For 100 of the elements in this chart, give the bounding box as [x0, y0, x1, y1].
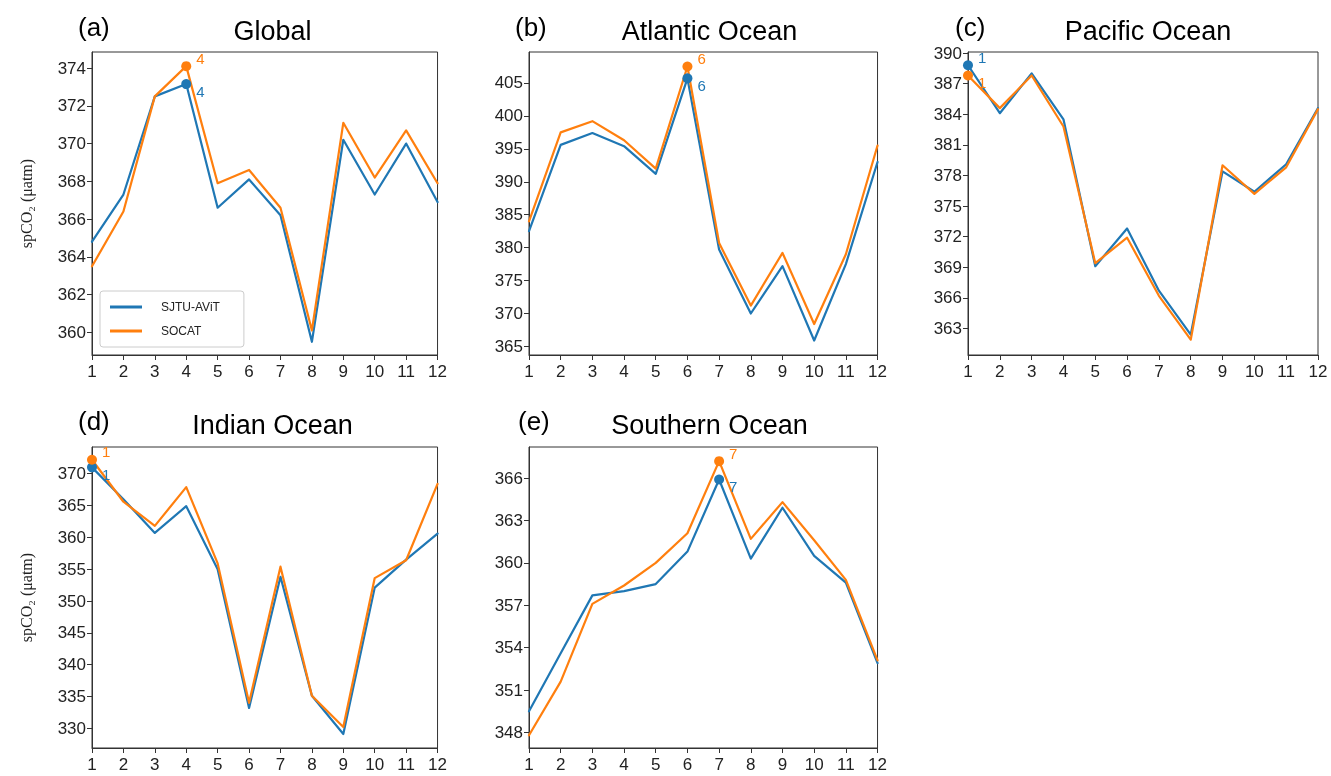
text: (b) — [515, 12, 547, 42]
x-tick-label: 2 — [118, 755, 129, 774]
x-tick-label: 3 — [587, 362, 598, 381]
x-tick-label: 10 — [804, 755, 824, 774]
y-tick-label: 363 — [494, 510, 523, 530]
x-tick-label: 9 — [338, 755, 349, 774]
y-tick-label: 384 — [933, 104, 962, 124]
chart-title: Indian Ocean — [192, 409, 353, 440]
y-tick-label: 360 — [57, 322, 86, 342]
x-tick-label: 1 — [87, 755, 97, 774]
y-tick-label: 370 — [57, 134, 86, 154]
x-tick-label: 3 — [150, 755, 160, 774]
x-tick-label: 6 — [682, 755, 693, 774]
y-tick-label: 335 — [57, 686, 86, 706]
y-tick-label: 364 — [57, 247, 86, 267]
x-tick-label: 9 — [777, 755, 788, 774]
annotation: 6 — [697, 49, 706, 67]
x-tick-label: 2 — [555, 362, 566, 381]
x-tick-label: 1 — [87, 362, 97, 381]
y-tick-label: 387 — [933, 74, 962, 94]
y-tick-label: 369 — [933, 257, 962, 277]
x-tick-label: 5 — [1090, 362, 1101, 381]
y-tick-label: 372 — [57, 96, 86, 116]
x-tick-label: 4 — [1058, 362, 1069, 381]
x-tick-label: 12 — [428, 362, 448, 381]
y-tick-label: 390 — [933, 43, 962, 63]
x-tick-label: 1 — [524, 362, 534, 381]
x-tick-label: 8 — [746, 755, 756, 774]
y-tick-label: 395 — [494, 139, 523, 159]
x-tick-label: 5 — [651, 755, 661, 774]
x-tick-label: 12 — [868, 362, 888, 381]
text: (a) — [78, 12, 110, 42]
x-tick-label: 12 — [428, 755, 448, 774]
text: (c) — [955, 12, 986, 42]
y-tick-label: 366 — [933, 288, 962, 308]
y-axis-title: spCO₂ (μatm) — [17, 552, 36, 643]
y-tick-label: 385 — [494, 205, 523, 225]
x-tick-label: 10 — [365, 362, 385, 381]
x-tick-label: 4 — [619, 755, 629, 774]
x-tick-label: 11 — [837, 755, 855, 774]
x-tick-label: 5 — [212, 755, 223, 774]
y-tick-label: 372 — [933, 227, 962, 247]
y-tick-label: 366 — [494, 468, 523, 488]
x-tick-label: 7 — [275, 755, 286, 774]
y-tick-label: 405 — [494, 73, 523, 93]
y-tick-label: 360 — [494, 553, 523, 573]
y-tick-label: 354 — [494, 638, 523, 658]
x-tick-label: 1 — [963, 362, 973, 381]
x-tick-label: 1 — [524, 755, 534, 774]
y-tick-label: 348 — [494, 722, 523, 742]
y-tick-label: 400 — [494, 106, 523, 126]
y-tick-label: 375 — [933, 196, 962, 216]
annotation: 7 — [729, 444, 738, 462]
x-tick-label: 8 — [1185, 362, 1196, 381]
x-tick-label: 11 — [397, 362, 415, 381]
y-tick-label: 380 — [494, 238, 523, 258]
legend-label: SOCAT — [161, 324, 203, 338]
x-tick-label: 3 — [587, 755, 598, 774]
x-tick-label: 6 — [682, 362, 693, 381]
x-tick-label: 10 — [1244, 362, 1264, 381]
chart-title: Atlantic Ocean — [621, 15, 798, 46]
y-tick-label: 355 — [57, 559, 86, 579]
x-tick-label: 3 — [150, 362, 160, 381]
x-tick-label: 7 — [714, 362, 724, 381]
chart-title: Pacific Ocean — [1064, 15, 1232, 46]
x-tick-label: 11 — [1277, 362, 1296, 381]
x-tick-label: 5 — [651, 362, 661, 381]
x-tick-label: 12 — [868, 755, 888, 774]
x-tick-label: 4 — [181, 755, 191, 774]
x-tick-label: 2 — [995, 362, 1005, 381]
x-tick-label: 9 — [777, 362, 788, 381]
x-tick-label: 6 — [1122, 362, 1132, 381]
legend-label: SJTU-AViT — [161, 300, 221, 314]
y-tick-label: 370 — [57, 464, 86, 484]
y-tick-label: 360 — [57, 527, 86, 547]
x-tick-label: 8 — [746, 362, 756, 381]
y-tick-label: 368 — [57, 171, 86, 191]
y-tick-label: 365 — [57, 496, 86, 516]
x-tick-label: 12 — [1308, 362, 1328, 381]
x-tick-label: 11 — [397, 755, 415, 774]
x-tick-label: 4 — [181, 362, 191, 381]
x-tick-label: 8 — [307, 755, 317, 774]
x-tick-label: 6 — [244, 362, 254, 381]
x-tick-label: 2 — [555, 755, 566, 774]
x-tick-label: 8 — [307, 362, 317, 381]
y-tick-label: 351 — [494, 680, 523, 700]
y-tick-label: 374 — [57, 58, 86, 78]
x-tick-label: 7 — [714, 755, 724, 774]
y-axis-title: spCO₂ (μatm) — [17, 158, 36, 249]
x-tick-label: 3 — [1026, 362, 1037, 381]
y-tick-label: 365 — [494, 336, 523, 356]
text: (e) — [518, 406, 550, 436]
annotation: 1 — [102, 443, 111, 461]
x-tick-label: 9 — [1217, 362, 1228, 381]
y-tick-label: 390 — [494, 172, 523, 192]
x-tick-label: 10 — [365, 755, 385, 774]
text: (d) — [78, 406, 110, 436]
x-tick-label: 10 — [804, 362, 824, 381]
x-tick-label: 11 — [837, 362, 855, 381]
y-tick-label: 366 — [57, 209, 86, 229]
